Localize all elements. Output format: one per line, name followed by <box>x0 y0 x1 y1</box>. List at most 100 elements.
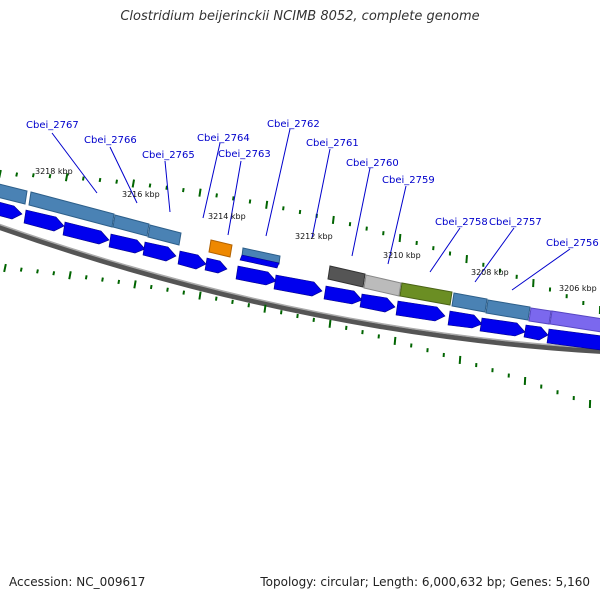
feature-cbei-2766[interactable] <box>112 214 150 237</box>
cds-arrow[interactable] <box>108 233 146 254</box>
gene-label[interactable]: Cbei_2761 <box>306 138 359 149</box>
tick-mark <box>382 231 385 236</box>
outer-tick-marks <box>0 169 600 315</box>
cds-arrow[interactable] <box>273 274 323 297</box>
feature-cbei-2760[interactable] <box>363 274 402 297</box>
tick-mark <box>248 199 252 204</box>
feature-cbei-2757[interactable] <box>485 299 531 321</box>
cds-arrow[interactable] <box>479 317 526 337</box>
tick-mark <box>377 334 380 339</box>
gene-label[interactable]: Cbei_2766 <box>84 135 137 146</box>
tick-label: 3218 kbp <box>35 167 73 176</box>
accession-text: Accession: NC_009617 <box>9 575 146 589</box>
tick-mark <box>588 399 592 409</box>
tick-mark <box>148 183 152 188</box>
tick-mark <box>540 384 543 389</box>
tick-mark <box>231 299 234 304</box>
cds-arrow[interactable] <box>235 265 277 286</box>
tick-mark <box>532 278 535 288</box>
cds-arrow[interactable] <box>62 221 110 245</box>
gene-label[interactable]: Cbei_2762 <box>267 119 320 130</box>
tick-mark <box>475 362 478 368</box>
feature-cbei-2765[interactable] <box>147 224 182 246</box>
tick-mark <box>515 274 518 279</box>
label-leader-lines <box>51 128 571 291</box>
genome-summary-text: Topology: circular; Length: 6,000,632 bp… <box>260 575 590 589</box>
cds-arrow[interactable] <box>323 285 363 305</box>
tick-mark <box>523 376 527 386</box>
map-title: Clostridium beijerinckii NCIMB 8052, com… <box>120 9 480 24</box>
gene-label[interactable]: Cbei_2767 <box>26 120 79 131</box>
tick-mark <box>280 310 283 315</box>
cds-arrow[interactable] <box>23 209 65 232</box>
gene-labels[interactable]: Cbei_2767 Cbei_2766 Cbei_2765 Cbei_2764 … <box>26 119 599 249</box>
gene-label[interactable]: Cbei_2764 <box>197 133 250 144</box>
tick-mark <box>548 287 552 292</box>
tick-mark <box>263 304 267 313</box>
cds-arrow[interactable] <box>204 257 228 274</box>
tick-mark <box>348 222 352 227</box>
tick-mark <box>582 300 585 306</box>
feature-cbei-2764[interactable] <box>208 239 233 258</box>
cds-arrow[interactable] <box>546 328 600 351</box>
cds-arrow[interactable] <box>177 250 207 270</box>
tick-label: 3214 kbp <box>208 212 246 221</box>
tick-label: 3216 kbp <box>122 190 160 199</box>
gene-label[interactable]: Cbei_2760 <box>346 158 399 169</box>
tick-mark <box>214 296 218 301</box>
feature-cbei-2758[interactable] <box>451 292 488 313</box>
tick-mark <box>182 187 185 193</box>
tick-mark <box>491 368 494 373</box>
gene-label[interactable]: Cbei_2758 <box>435 217 488 228</box>
tick-mark <box>572 396 575 401</box>
feature-cbei-2761[interactable] <box>327 265 366 288</box>
feature-cbei-2756[interactable] <box>528 307 552 325</box>
feature-cbei-2767[interactable] <box>28 191 115 228</box>
tick-mark <box>101 277 104 282</box>
tick-mark <box>312 317 315 322</box>
tick-mark <box>198 291 202 300</box>
cds-arrow[interactable] <box>395 300 446 322</box>
feature-cbei-2763[interactable] <box>241 247 281 265</box>
tick-mark <box>265 200 269 209</box>
tick-mark <box>0 169 2 179</box>
feature-cbei-2759[interactable] <box>399 282 453 306</box>
tick-mark <box>458 355 462 365</box>
gene-label[interactable]: Cbei_2759 <box>382 175 435 186</box>
cds-arrow[interactable] <box>523 324 549 341</box>
tick-mark <box>598 305 600 315</box>
cds-arrow[interactable] <box>142 241 177 262</box>
tick-mark <box>365 226 368 231</box>
cds-track[interactable] <box>0 201 600 351</box>
gene-label[interactable]: Cbei_2756 <box>546 238 599 249</box>
feature-cbei-2768[interactable] <box>0 183 28 205</box>
tick-mark <box>296 313 299 319</box>
tick-label: 3212 kbp <box>295 232 333 241</box>
tick-mark <box>556 390 559 395</box>
tick-mark <box>64 173 69 182</box>
cds-arrow[interactable] <box>239 254 280 269</box>
tick-mark <box>410 343 413 348</box>
tick-mark <box>448 251 452 256</box>
tick-mark <box>398 233 402 243</box>
gene-label[interactable]: Cbei_2757 <box>489 217 542 228</box>
gene-label[interactable]: Cbei_2765 <box>142 150 195 161</box>
feature-track[interactable] <box>0 183 600 333</box>
cds-arrow[interactable] <box>0 201 23 220</box>
cds-arrow[interactable] <box>359 293 396 313</box>
tick-mark <box>84 275 88 280</box>
cds-arrow[interactable] <box>447 310 483 329</box>
gene-label[interactable]: Cbei_2763 <box>218 149 271 160</box>
tick-mark <box>432 246 435 251</box>
tick-mark <box>115 179 119 184</box>
tick-mark <box>15 172 19 177</box>
tick-mark <box>19 267 23 272</box>
feature-cbei-2755[interactable] <box>549 310 600 333</box>
tick-mark <box>345 325 348 330</box>
tick-mark <box>133 280 137 289</box>
tick-mark <box>68 271 72 280</box>
tick-label: 3210 kbp <box>383 251 421 260</box>
tick-mark <box>247 303 251 308</box>
tick-mark <box>215 193 218 198</box>
